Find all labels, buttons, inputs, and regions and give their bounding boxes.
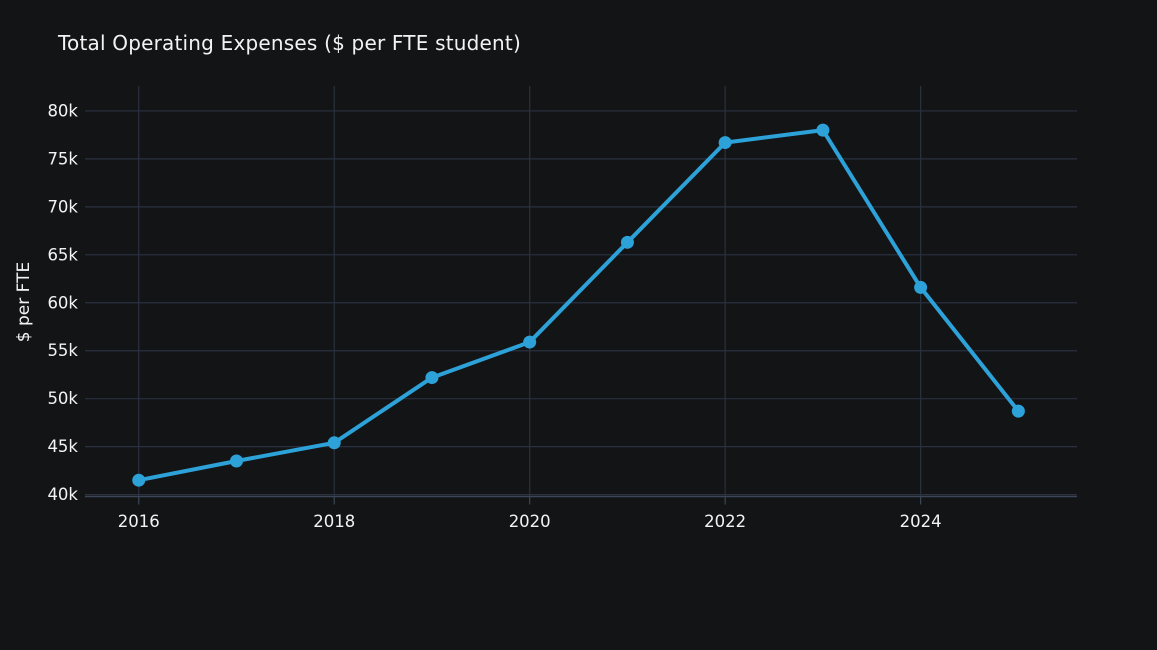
y-tick-label: 65k <box>47 245 78 264</box>
y-tick-label: 55k <box>47 341 78 360</box>
y-tick-label: 50k <box>47 389 78 408</box>
series-line <box>136 128 1021 483</box>
y-tick-label: 45k <box>47 437 78 456</box>
y-tick-label: 40k <box>47 485 78 504</box>
x-tick-label: 2024 <box>900 512 942 531</box>
x-tick-label: 2022 <box>704 512 746 531</box>
x-tick-label: 2016 <box>118 512 160 531</box>
data-point[interactable] <box>620 235 634 249</box>
y-tick-label: 70k <box>47 197 78 216</box>
y-tick-label: 60k <box>47 293 78 312</box>
y-tick-label: 80k <box>47 101 78 120</box>
data-point[interactable] <box>229 454 243 468</box>
data-point[interactable] <box>523 335 537 349</box>
y-tick-label: 75k <box>47 149 78 168</box>
data-point[interactable] <box>425 371 439 385</box>
data-point[interactable] <box>914 280 928 294</box>
x-tick-label: 2020 <box>509 512 551 531</box>
data-point[interactable] <box>1011 404 1025 418</box>
data-point[interactable] <box>327 436 341 450</box>
data-point[interactable] <box>718 136 732 150</box>
x-tick-label: 2018 <box>313 512 355 531</box>
data-point[interactable] <box>132 473 146 487</box>
data-point[interactable] <box>816 123 830 137</box>
chart-title: Total Operating Expenses ($ per FTE stud… <box>58 31 521 55</box>
